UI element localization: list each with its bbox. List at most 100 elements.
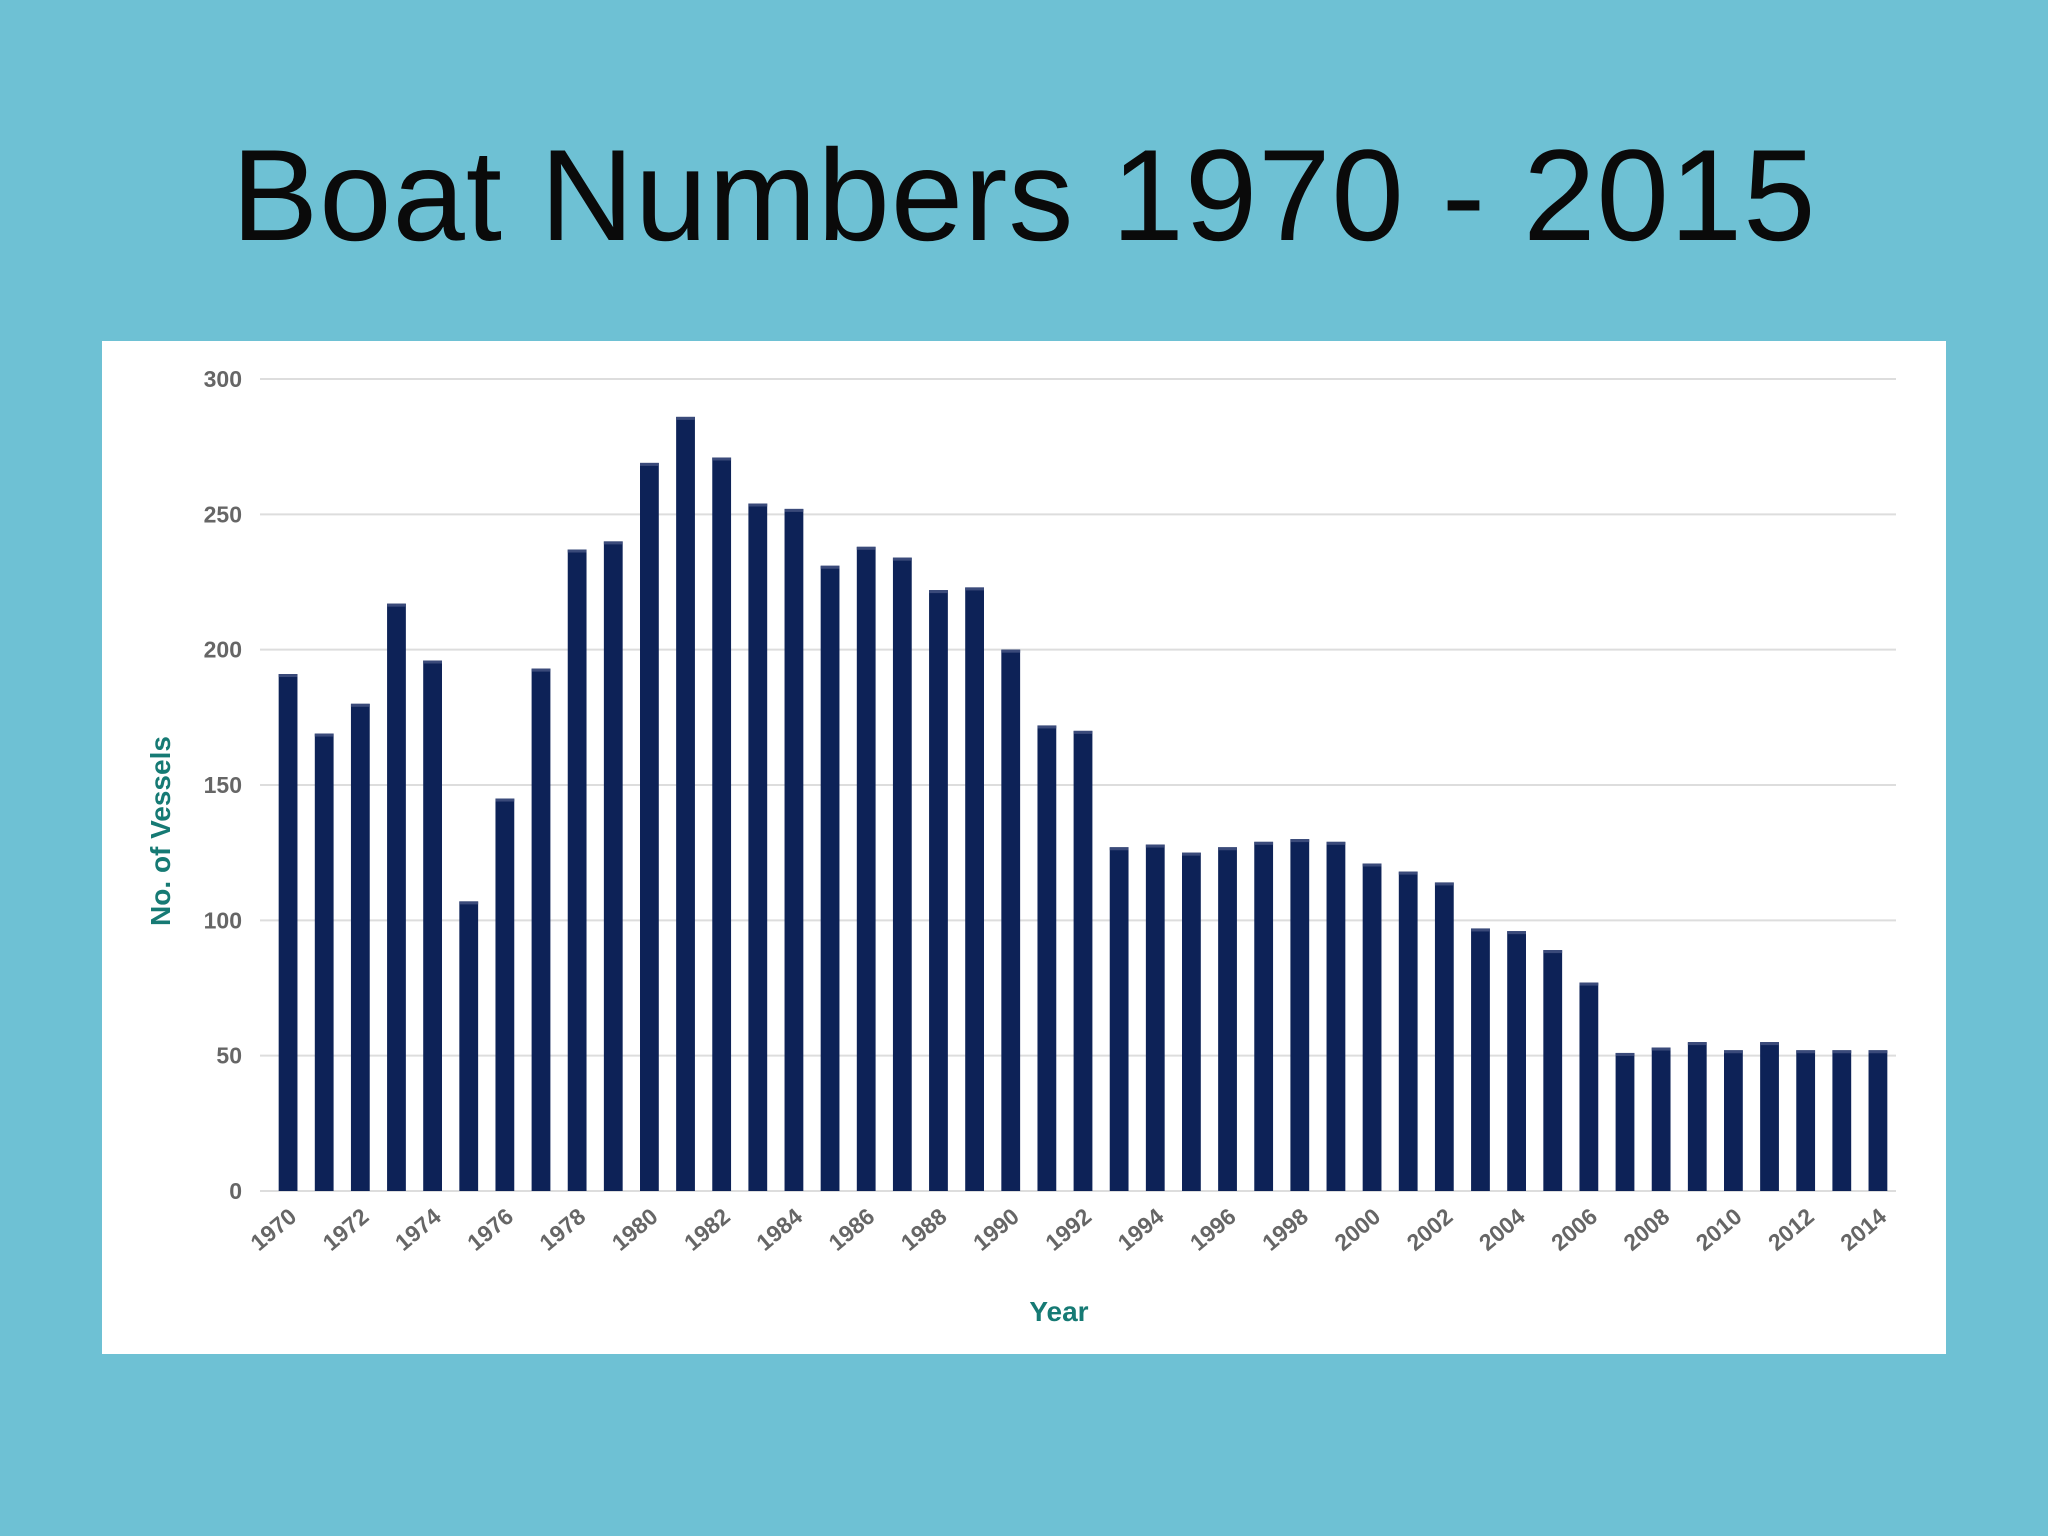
- bar-top-1976: [495, 798, 515, 802]
- bar-2009: [1687, 1042, 1707, 1191]
- bar-1999: [1326, 841, 1346, 1191]
- bar-top-1989: [965, 587, 984, 591]
- bar-2010: [1724, 1050, 1743, 1191]
- bar-top-1974: [423, 660, 442, 664]
- bar-1996: [1218, 847, 1237, 1191]
- y-axis-title: No. of Vessels: [145, 736, 176, 926]
- x-tick-label: 2008: [1618, 1203, 1674, 1256]
- bar-1991: [1037, 725, 1057, 1191]
- x-tick-label: 2006: [1546, 1203, 1602, 1256]
- bar-top-1970: [278, 674, 298, 678]
- bar-top-1988: [929, 590, 948, 594]
- bar-top-2003: [1471, 928, 1490, 932]
- bar-1971: [314, 733, 334, 1191]
- y-tick-label: 300: [204, 366, 242, 392]
- x-tick-label: 1984: [751, 1203, 807, 1256]
- bar-1992: [1073, 730, 1093, 1191]
- bar-top-1975: [459, 901, 479, 905]
- bar-top-1978: [567, 549, 587, 553]
- bar-2013: [1832, 1050, 1852, 1191]
- x-axis-ticks: 1970 1972 1974 1976 1978 1980 1982 1984 1986 1988…: [245, 1203, 1891, 1256]
- bar-top-2001: [1398, 871, 1418, 875]
- bar-top-1996: [1218, 847, 1237, 851]
- bar-1990: [1001, 649, 1021, 1191]
- bar-1998: [1290, 839, 1310, 1191]
- y-tick-label: 250: [204, 501, 242, 527]
- bar-1988: [929, 590, 948, 1191]
- bar-2012: [1796, 1050, 1816, 1191]
- x-tick-label: 2014: [1835, 1203, 1891, 1256]
- x-axis-title: Year: [1029, 1296, 1088, 1327]
- bar-top-1981: [676, 416, 695, 420]
- bar-1979: [603, 541, 623, 1191]
- bar-top-2011: [1760, 1042, 1779, 1046]
- bar-1970: [278, 674, 298, 1191]
- bar-1975: [459, 901, 479, 1191]
- bar-top-1992: [1073, 730, 1093, 734]
- x-tick-label: 1986: [824, 1203, 880, 1256]
- bar-top-2012: [1796, 1050, 1816, 1054]
- bar-top-2010: [1724, 1050, 1743, 1054]
- y-tick-label: 50: [216, 1043, 242, 1069]
- bar-2008: [1651, 1047, 1671, 1191]
- bar-1981: [676, 416, 695, 1192]
- x-tick-label: 2012: [1763, 1203, 1819, 1256]
- chart-panel: 0 50 100 150 200 250 300 1970 1972 1974 1976 1978 1…: [102, 341, 1946, 1354]
- bar-top-2007: [1615, 1052, 1635, 1056]
- x-tick-label: 1976: [462, 1203, 518, 1256]
- x-tick-label: 2004: [1474, 1203, 1530, 1256]
- bar-2011: [1760, 1042, 1779, 1191]
- bar-top-1973: [387, 603, 406, 607]
- x-tick-label: 1994: [1113, 1203, 1169, 1256]
- bar-top-2005: [1543, 950, 1563, 954]
- bar-top-1985: [820, 565, 840, 569]
- bar-top-1999: [1326, 841, 1346, 845]
- bar-top-1979: [603, 541, 623, 545]
- x-tick-label: 1992: [1040, 1203, 1096, 1256]
- x-tick-label: 1982: [679, 1203, 735, 1256]
- bar-top-1987: [892, 557, 912, 561]
- x-tick-label: 2000: [1329, 1203, 1385, 1256]
- bar-1997: [1254, 841, 1274, 1191]
- bar-2007: [1615, 1052, 1635, 1191]
- bar-top-1998: [1290, 839, 1310, 843]
- x-tick-label: 1970: [245, 1203, 301, 1256]
- bar-top-2013: [1832, 1050, 1852, 1054]
- bar-1978: [567, 549, 587, 1191]
- bar-1976: [495, 798, 515, 1191]
- x-tick-label: 1990: [968, 1203, 1024, 1256]
- bar-1972: [350, 703, 370, 1191]
- bar-top-2006: [1579, 982, 1599, 986]
- bars: [278, 416, 1888, 1192]
- x-tick-label: 1980: [607, 1203, 663, 1256]
- bar-top-1994: [1145, 844, 1165, 848]
- bar-top-1972: [350, 703, 370, 707]
- bar-top-1993: [1109, 847, 1129, 851]
- bar-1986: [856, 546, 876, 1191]
- bar-2005: [1543, 950, 1563, 1191]
- bar-2003: [1471, 928, 1490, 1191]
- bar-1994: [1145, 844, 1165, 1191]
- bar-1989: [965, 587, 984, 1191]
- y-axis-ticks: 0 50 100 150 200 250 300: [204, 366, 242, 1204]
- bar-top-1983: [748, 503, 768, 507]
- y-tick-label: 0: [229, 1178, 242, 1204]
- bar-1980: [640, 462, 659, 1191]
- bar-top-1980: [640, 462, 659, 466]
- x-tick-label: 1978: [534, 1203, 590, 1256]
- x-tick-label: 2010: [1691, 1203, 1747, 1256]
- bar-top-1995: [1182, 852, 1201, 856]
- bar-top-1984: [784, 508, 804, 512]
- bar-2000: [1362, 863, 1382, 1191]
- bar-top-1971: [314, 733, 334, 737]
- bar-1973: [387, 603, 406, 1191]
- bar-1987: [892, 557, 912, 1191]
- x-tick-label: 1972: [318, 1203, 374, 1256]
- x-tick-label: 1988: [896, 1203, 952, 1256]
- bar-2002: [1434, 882, 1454, 1191]
- slide-title: Boat Numbers 1970 - 2015: [231, 122, 1817, 268]
- bar-top-1982: [712, 457, 732, 461]
- bar-2001: [1398, 871, 1418, 1191]
